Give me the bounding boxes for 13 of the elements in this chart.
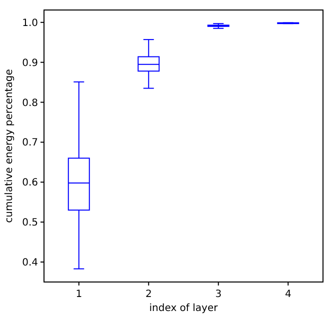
- y-tick-label: 0.9: [22, 58, 38, 69]
- y-tick-label: 0.4: [22, 258, 38, 269]
- x-axis-title: index of layer: [149, 303, 219, 314]
- y-axis-title: cumulative energy percentage: [4, 69, 15, 223]
- x-tick-label: 1: [76, 289, 82, 300]
- x-tick-label: 2: [145, 289, 152, 300]
- x-tick-label: 4: [284, 289, 292, 300]
- y-tick-label: 0.7: [22, 138, 38, 149]
- y-tick-label: 0.5: [22, 218, 38, 229]
- y-tick-label: 1.0: [22, 18, 38, 29]
- y-tick-label: 0.6: [22, 178, 38, 189]
- x-tick-label: 3: [215, 289, 222, 300]
- y-tick-label: 0.8: [22, 98, 38, 109]
